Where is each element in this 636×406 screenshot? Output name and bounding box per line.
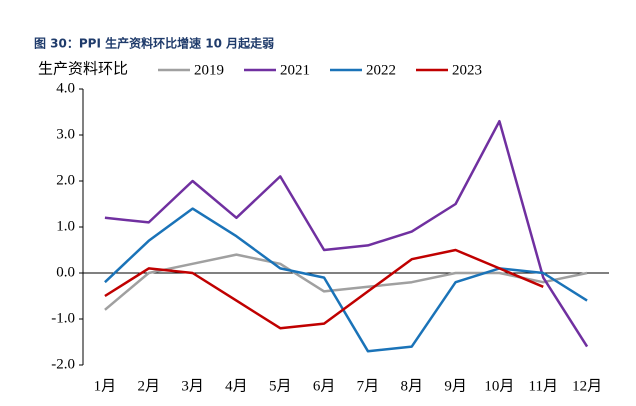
legend-label: 2019 bbox=[194, 62, 224, 78]
y-tick-label: 1.0 bbox=[56, 218, 75, 234]
legend-label: 2021 bbox=[280, 62, 310, 78]
x-tick-label: 11月 bbox=[529, 378, 558, 394]
x-tick-label: 6月 bbox=[313, 378, 336, 394]
x-tick-label: 10月 bbox=[484, 378, 514, 394]
x-tick-label: 9月 bbox=[444, 378, 467, 394]
x-tick-label: 12月 bbox=[572, 378, 602, 394]
x-tick-label: 3月 bbox=[181, 378, 204, 394]
chart-title: 图 30：PPI 生产资料环比增速 10 月起走弱 bbox=[34, 36, 274, 51]
series-line bbox=[104, 119, 589, 348]
x-tick-label: 1月 bbox=[94, 378, 117, 394]
x-tick-label: 4月 bbox=[225, 378, 248, 394]
y-tick-label: 2.0 bbox=[56, 172, 75, 188]
y-tick-label: -1.0 bbox=[51, 310, 75, 326]
y-tick-label: 4.0 bbox=[56, 80, 75, 96]
y-tick-label: 0.0 bbox=[56, 264, 75, 280]
x-tick-label: 8月 bbox=[400, 378, 423, 394]
series-line bbox=[104, 248, 544, 330]
series-line bbox=[104, 253, 588, 311]
y-tick-label: 3.0 bbox=[56, 126, 75, 142]
series-line bbox=[104, 207, 588, 353]
legend-label: 2023 bbox=[452, 62, 482, 78]
x-tick-label: 7月 bbox=[357, 378, 380, 394]
x-tick-label: 2月 bbox=[137, 378, 160, 394]
y-axis-label: 生产资料环比 bbox=[38, 60, 128, 77]
x-tick-label: 5月 bbox=[269, 378, 292, 394]
y-tick-label: -2.0 bbox=[51, 356, 75, 372]
legend-label: 2022 bbox=[366, 62, 396, 78]
